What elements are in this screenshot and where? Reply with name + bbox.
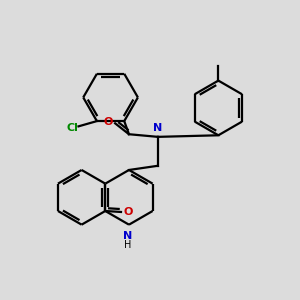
Text: H: H	[124, 240, 132, 250]
Text: N: N	[153, 123, 163, 133]
Text: N: N	[123, 231, 133, 241]
Text: O: O	[124, 207, 133, 217]
Text: Cl: Cl	[66, 123, 78, 133]
Text: O: O	[103, 117, 112, 127]
